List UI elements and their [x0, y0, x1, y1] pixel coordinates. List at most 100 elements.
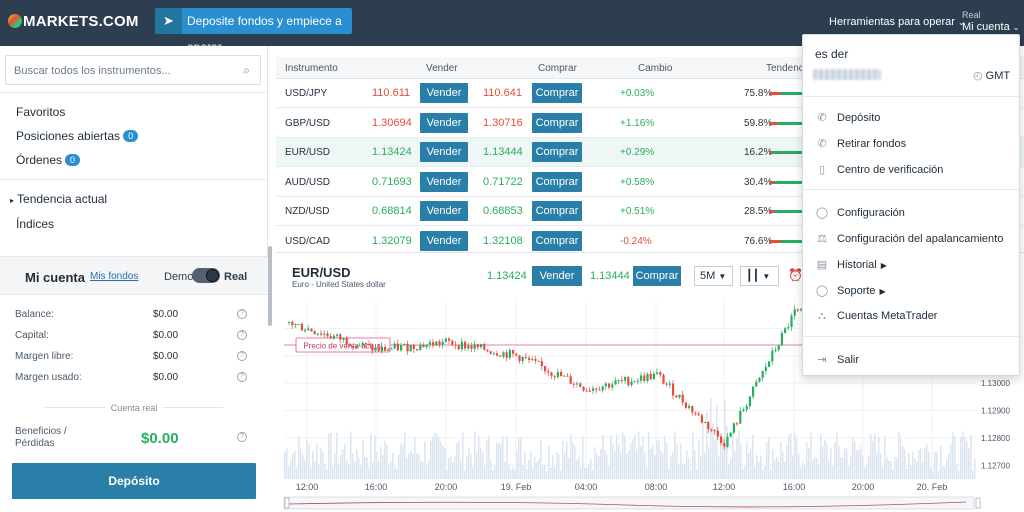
volume-bar	[744, 466, 746, 479]
candle	[681, 394, 684, 403]
buy-button[interactable]: Comprar	[532, 142, 582, 162]
navigator[interactable]	[283, 496, 975, 510]
menu-withdraw[interactable]: ✆ Retirar fondos	[815, 137, 906, 150]
candle	[342, 337, 345, 340]
volume-bar	[502, 436, 504, 479]
sell-button[interactable]: Vender	[420, 142, 468, 162]
nav-indices[interactable]: Índices	[16, 217, 55, 231]
candle	[486, 349, 489, 352]
globe-icon	[8, 14, 22, 28]
alert-icon[interactable]: ⏰	[788, 268, 803, 282]
volume-bar	[304, 459, 306, 479]
volume-bar	[796, 438, 798, 479]
col-buy[interactable]: Comprar	[538, 63, 577, 74]
my-funds-link[interactable]: Mis fondos	[90, 271, 139, 282]
menu-metatrader-accounts[interactable]: ⛬ Cuentas MetaTrader	[815, 310, 937, 323]
candle	[723, 443, 726, 447]
search-input[interactable]: Buscar todos los instrumentos... ⌕	[5, 55, 261, 85]
candle	[524, 356, 527, 358]
sell-button[interactable]: Vender	[420, 171, 468, 192]
candle	[320, 333, 323, 335]
menu-support[interactable]: ◯ Soporte ▶	[815, 285, 886, 297]
help-icon[interactable]: ?	[237, 372, 247, 382]
buy-button[interactable]: Comprar	[532, 83, 582, 103]
table-row[interactable]: NZD/USD 0.68814 Vender 0.68853 Comprar +0.51%…	[276, 197, 1024, 226]
candle	[780, 333, 783, 346]
sell-button[interactable]: Vender	[420, 201, 468, 221]
sell-button[interactable]: Vender	[420, 230, 468, 251]
nav-open-positions[interactable]: Posiciones abiertas 0	[16, 129, 139, 143]
volume-bar	[862, 455, 864, 479]
menu-logout[interactable]: ⇥ Salir	[815, 353, 859, 366]
left-panel-scrollbar[interactable]	[268, 246, 272, 326]
volume-bar	[310, 467, 312, 479]
help-icon[interactable]: ?	[237, 309, 247, 319]
volume-bar	[970, 434, 972, 479]
instrument-symbol: NZD/USD	[285, 206, 330, 217]
candle	[684, 402, 687, 408]
candle	[576, 383, 579, 385]
help-icon[interactable]: ?	[237, 432, 247, 442]
nav-favorites[interactable]: Favoritos	[16, 105, 66, 119]
table-row[interactable]: USD/JPY 110.611 Vender 110.641 Comprar +0.03%…	[276, 79, 1024, 108]
volume-bar	[740, 444, 742, 479]
menu-history[interactable]: ▤ Historial ▶	[816, 259, 887, 271]
volume-bar	[850, 455, 852, 479]
candle	[499, 355, 502, 357]
timeframe-select[interactable]: 5M ▼	[694, 266, 733, 286]
table-row[interactable]: AUD/USD 0.71693 Vender 0.71722 Comprar +0.58%…	[276, 168, 1024, 197]
volume-bar	[936, 452, 938, 479]
col-sell[interactable]: Vender	[426, 63, 458, 74]
volume-bar	[858, 449, 860, 479]
nav-current-trend[interactable]: ▸ Tendencia actual	[10, 192, 108, 206]
volume-bar	[440, 441, 442, 479]
volume-bar	[504, 461, 506, 479]
volume-bar	[914, 458, 916, 479]
username: es der	[815, 47, 849, 61]
table-row[interactable]: GBP/USD 1.30694 Vender 1.30716 Comprar +1.16%…	[276, 109, 1024, 138]
chart-type-select[interactable]: ┃┃ ▼	[740, 266, 779, 286]
phone-icon: ✆	[817, 112, 827, 124]
col-trend[interactable]: Tendenc	[766, 63, 804, 74]
col-change[interactable]: Cambio	[638, 63, 673, 74]
candle	[454, 344, 457, 346]
volume-bar	[834, 442, 836, 479]
sell-button[interactable]: Vender	[420, 112, 468, 133]
timezone-selector[interactable]: ◴ GMT	[973, 70, 1011, 82]
candle	[358, 345, 361, 347]
volume-bar	[452, 462, 454, 479]
sell-button[interactable]: Vender	[420, 83, 468, 103]
buy-button[interactable]: Comprar	[532, 171, 582, 192]
menu-leverage-settings[interactable]: ⚖ Configuración del apalancamiento	[815, 232, 1003, 245]
menu-verification-center[interactable]: ▯ Centro de verificación	[815, 163, 943, 176]
search-icon[interactable]: ⌕	[243, 63, 250, 77]
col-instrument[interactable]: Instrumento	[285, 63, 338, 74]
buy-button[interactable]: Comprar	[532, 112, 582, 133]
deposit-button[interactable]: Depósito	[12, 463, 256, 499]
help-icon[interactable]: ?	[237, 351, 247, 361]
volume-bar	[292, 453, 294, 479]
demo-real-toggle[interactable]	[192, 268, 220, 283]
candle	[374, 347, 377, 351]
chart-buy-button[interactable]: Comprar	[633, 266, 681, 286]
candle	[713, 430, 716, 432]
volume-bar	[816, 458, 818, 479]
account-menu[interactable]: Real Mi cuenta ⌄	[962, 10, 1020, 33]
buy-button[interactable]: Comprar	[532, 201, 582, 221]
help-icon[interactable]: ?	[237, 330, 247, 340]
menu-deposit[interactable]: ✆ Depósito	[815, 111, 880, 124]
menu-settings[interactable]: ◯ Configuración	[815, 207, 905, 219]
candle	[332, 335, 335, 339]
trading-tools-menu[interactable]: Herramientas para operar ⌄	[829, 16, 965, 28]
chart-sell-button[interactable]: Vender	[532, 266, 582, 286]
volume-bar	[666, 442, 668, 479]
navigator-handle-left[interactable]	[284, 497, 290, 509]
buy-button[interactable]: Comprar	[532, 230, 582, 251]
navigator-handle-right[interactable]	[975, 497, 981, 509]
candle	[595, 388, 598, 390]
table-row[interactable]: USD/CAD 1.32079 Vender 1.32108 Comprar -0.24%…	[276, 227, 1024, 256]
candle	[707, 422, 710, 430]
deposit-banner-button[interactable]: ➤ Deposite fondos y empiece a operar	[155, 8, 352, 54]
nav-orders[interactable]: Órdenes 0	[16, 153, 81, 167]
markets-logo[interactable]: MARKETS.COM	[8, 13, 139, 30]
